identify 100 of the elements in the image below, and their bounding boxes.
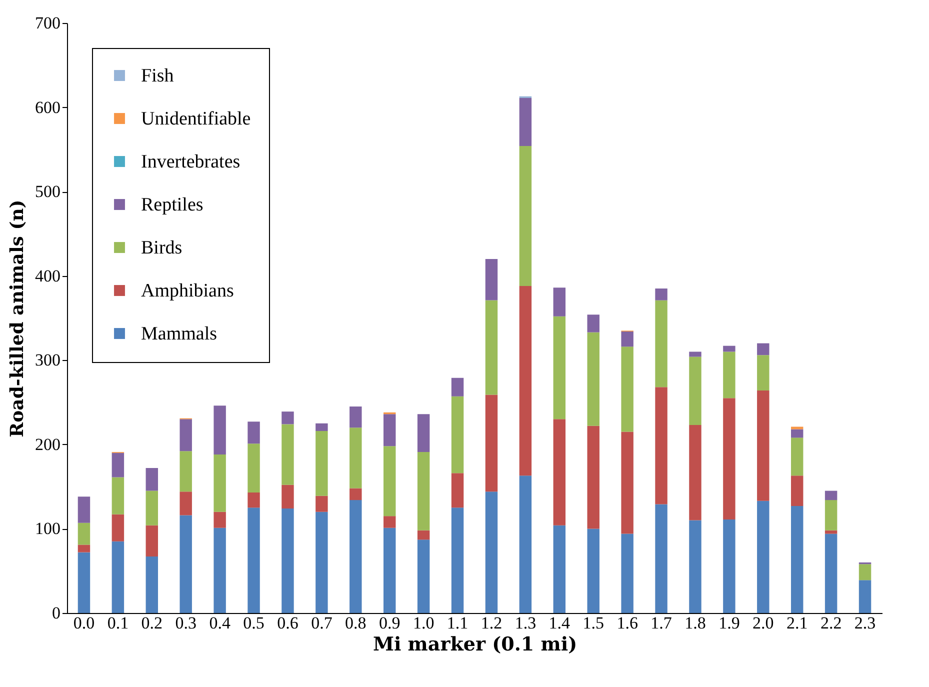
legend-label: Invertebrates	[141, 152, 240, 172]
bar	[723, 346, 736, 352]
bar	[723, 352, 736, 398]
y-tick-label: 100	[35, 519, 60, 538]
bar	[180, 515, 192, 613]
y-axis-title: Road-killed animals (n)	[7, 200, 28, 438]
bar	[248, 444, 260, 492]
legend-label: Mammals	[141, 324, 217, 344]
bar	[350, 500, 362, 613]
bar	[383, 516, 396, 528]
bar	[180, 451, 192, 492]
bar	[519, 476, 532, 613]
bar	[214, 454, 226, 512]
bar	[790, 476, 804, 506]
bar	[451, 473, 464, 508]
bar	[350, 488, 362, 500]
bar	[180, 419, 192, 452]
x-tick-label: 0.5	[243, 614, 264, 632]
bar	[316, 430, 328, 496]
x-tick-label: 1.1	[446, 614, 468, 632]
x-tick-label: 1.9	[718, 614, 740, 632]
bar	[519, 98, 532, 146]
x-tick-label: 0.6	[277, 614, 298, 632]
bar	[587, 314, 600, 332]
bar	[485, 259, 498, 300]
bar	[383, 446, 396, 516]
x-axis-title: Mi marker (0.1 mi)	[372, 634, 578, 656]
bar	[790, 438, 804, 476]
legend-label: Reptiles	[141, 194, 204, 216]
x-tick-label: 1.2	[480, 614, 502, 632]
y-tick-label: 700	[35, 14, 60, 32]
bar	[824, 534, 838, 613]
bar	[790, 426, 804, 430]
bar	[621, 534, 634, 613]
x-tick-label: 2.2	[820, 614, 842, 632]
bar	[451, 378, 464, 396]
bar	[553, 419, 566, 526]
bar	[214, 406, 226, 455]
bar	[417, 540, 430, 613]
bar	[146, 556, 158, 613]
bar	[689, 425, 702, 520]
legend-label: Birds	[141, 238, 182, 258]
bar	[519, 286, 532, 476]
bar	[621, 346, 634, 432]
bar	[316, 496, 328, 512]
bar	[587, 332, 600, 426]
x-tick-label: 0.4	[209, 614, 231, 632]
bar	[655, 300, 668, 388]
legend-label: Unidentifiable	[141, 108, 251, 130]
bar	[655, 504, 668, 613]
x-tick-label: 2.1	[786, 614, 808, 632]
bar	[655, 387, 668, 504]
bar	[757, 343, 770, 356]
bar	[587, 528, 600, 613]
bar	[248, 422, 260, 444]
y-tick-label: 500	[35, 182, 60, 202]
bar	[316, 512, 328, 613]
bar	[350, 428, 362, 488]
bar	[621, 432, 634, 534]
bar	[350, 406, 362, 428]
bar	[214, 512, 226, 528]
x-tick-label: 0.8	[345, 614, 366, 632]
x-tick-label: 0.3	[175, 614, 196, 632]
bar	[790, 506, 804, 613]
bar	[824, 530, 838, 534]
x-tick-label: 1.8	[684, 614, 706, 632]
bar	[383, 528, 396, 613]
x-tick-label: 0.0	[73, 614, 95, 632]
bar	[757, 390, 770, 501]
bar	[757, 500, 770, 613]
x-tick-label: 0.1	[107, 614, 129, 632]
x-tick-label: 1.0	[412, 614, 434, 632]
bar	[553, 316, 566, 420]
y-tick-label: 600	[35, 98, 60, 117]
x-tick-label: 1.4	[548, 614, 571, 632]
y-tick-label: 0	[52, 604, 60, 622]
bar	[485, 492, 498, 613]
legend-label: Amphibians	[141, 280, 234, 302]
bar	[146, 525, 158, 557]
bar	[282, 424, 294, 485]
bar	[282, 508, 294, 613]
x-tick-label: 0.7	[311, 614, 333, 632]
bar	[78, 544, 90, 552]
bar	[146, 468, 158, 491]
y-tick-label: 200	[35, 434, 60, 454]
x-tick-label: 2.3	[854, 614, 876, 632]
bar	[248, 508, 260, 613]
bar	[689, 356, 702, 426]
x-tick-label: 0.9	[378, 614, 400, 632]
bar	[112, 541, 124, 613]
x-tick-label: 0.2	[141, 614, 163, 632]
bar	[621, 331, 634, 347]
x-tick-label: 1.5	[582, 614, 604, 632]
bar	[790, 429, 804, 438]
bar	[451, 396, 464, 474]
bar	[78, 552, 90, 613]
bar	[383, 414, 396, 446]
x-tick-label: 1.7	[650, 614, 672, 632]
bar	[587, 426, 600, 529]
bar	[282, 412, 294, 424]
